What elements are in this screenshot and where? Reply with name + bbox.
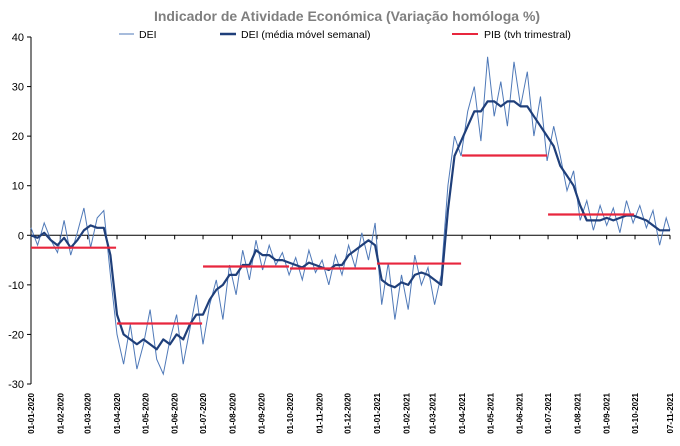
x-tick-label: 01-09-2020: [258, 392, 267, 433]
legend-pib-label: PIB (tvh trimestral): [484, 29, 571, 41]
x-tick-label: 01-07-2021: [544, 392, 553, 433]
x-tick-label: 01-01-2020: [27, 392, 36, 433]
series-dei-line: [30, 56, 671, 376]
x-tick-label: 07-11-2021: [666, 392, 675, 433]
x-tick-label: 01-05-2021: [486, 392, 495, 433]
y-tick-label: 20: [12, 131, 24, 143]
x-tick-label: 01-10-2021: [631, 392, 640, 433]
x-tick-label: 01-06-2020: [171, 392, 180, 433]
x-tick-label: 01-11-2020: [315, 392, 324, 433]
x-tick-label: 01-03-2020: [84, 392, 93, 433]
y-tick-label: 0: [18, 230, 24, 242]
x-tick-label: 01-09-2021: [603, 392, 612, 433]
plot-area: [30, 56, 671, 376]
x-tick-label: 01-02-2021: [402, 392, 411, 433]
legend-dei-label: DEI: [139, 29, 157, 41]
x-tick-label: 01-03-2021: [429, 392, 438, 433]
y-tick-label: -30: [8, 379, 24, 391]
y-tick-label: 10: [12, 181, 24, 193]
y-tick-label: 40: [12, 32, 24, 44]
x-tick-label: 01-12-2020: [344, 392, 353, 433]
axes: -30 -20 -10 0 10 20 30 40 01-01-2020 01-02-2020 01…: [8, 32, 675, 434]
chart-title: Indicador de Atividade Económica (Variaç…: [154, 8, 540, 24]
x-tick-label: 01-08-2021: [573, 392, 582, 433]
legend: DEI DEI (média móvel semanal) PIB (tvh t…: [119, 29, 571, 41]
x-tick-label: 01-06-2021: [516, 392, 525, 433]
series-moving-average-line: [30, 100, 670, 351]
x-tick-label: 01-07-2020: [199, 392, 208, 433]
x-tick-label: 01-05-2020: [141, 392, 150, 433]
y-tick-label: -10: [8, 280, 24, 292]
x-tick-label: 01-04-2021: [458, 392, 467, 433]
x-tick-label: 01-02-2020: [56, 392, 65, 433]
y-tick-label: -20: [8, 329, 24, 341]
x-tick-label: 01-08-2020: [228, 392, 237, 433]
x-tick-label: 01-10-2020: [286, 392, 295, 433]
y-tick-label: 30: [12, 82, 24, 94]
legend-moving-avg-label: DEI (média móvel semanal): [241, 29, 371, 41]
x-tick-label: 01-01-2021: [373, 392, 382, 433]
x-tick-label: 01-04-2020: [113, 392, 122, 433]
